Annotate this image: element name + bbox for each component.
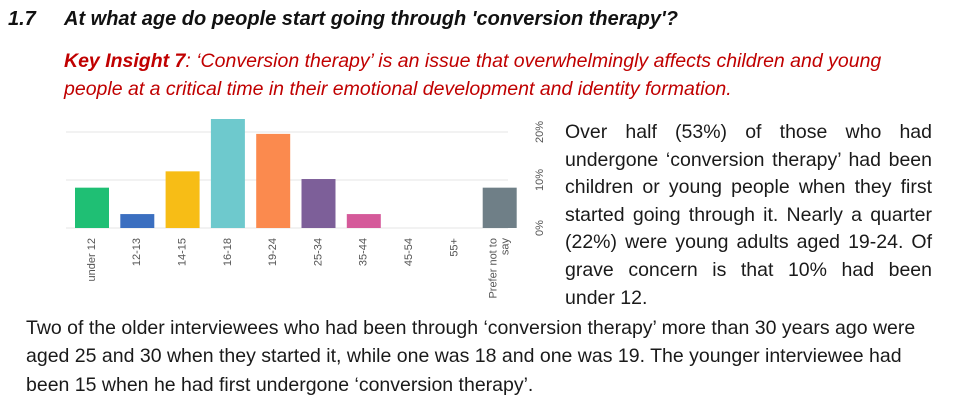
category-label: 35-44 [358,238,370,266]
category-label: under 12 [86,238,98,281]
key-insight: Key Insight 7: ‘Conversion therapy’ is a… [64,47,944,103]
category-label: 12-13 [131,238,143,266]
section-title: At what age do people start going throug… [64,8,678,30]
bar-19-24[interactable] [256,133,291,228]
y-tick-label: 20% [534,121,546,143]
bar-16-18[interactable] [210,119,245,228]
category-label: 14-15 [177,238,189,266]
section-heading: 1.7 At what age do people start going thr… [8,8,938,31]
bar-prefer-not-to-say[interactable] [482,187,517,228]
y-tick-label: 10% [534,169,546,191]
key-insight-text: : ‘Conversion therapy’ is an issue that … [64,50,882,100]
bar-25-34[interactable] [301,179,336,228]
side-paragraph: Over half (53%) of those who had undergo… [565,121,932,309]
category-label: 55+ [448,238,460,257]
key-insight-label: Key Insight 7 [64,50,186,72]
age-bar-chart: under 12 12-13 14-15 16-18 19-24 25-34 35-44 45… [66,119,546,299]
category-label: 25-34 [312,238,324,266]
category-label: 19-24 [267,238,279,266]
bar-35-44[interactable] [346,214,381,228]
y-tick-label: 0% [534,220,546,236]
category-label: 16-18 [222,238,234,266]
bar-14-15[interactable] [165,171,200,228]
bar-under-12[interactable] [75,187,109,228]
category-label: say [500,238,512,256]
section-number: 1.7 [8,8,36,30]
bottom-paragraph: Two of the older interviewees who had be… [26,317,916,396]
category-label: Prefer not to [488,238,500,299]
category-label: 45-54 [403,238,415,266]
bar-12-13[interactable] [120,214,155,228]
